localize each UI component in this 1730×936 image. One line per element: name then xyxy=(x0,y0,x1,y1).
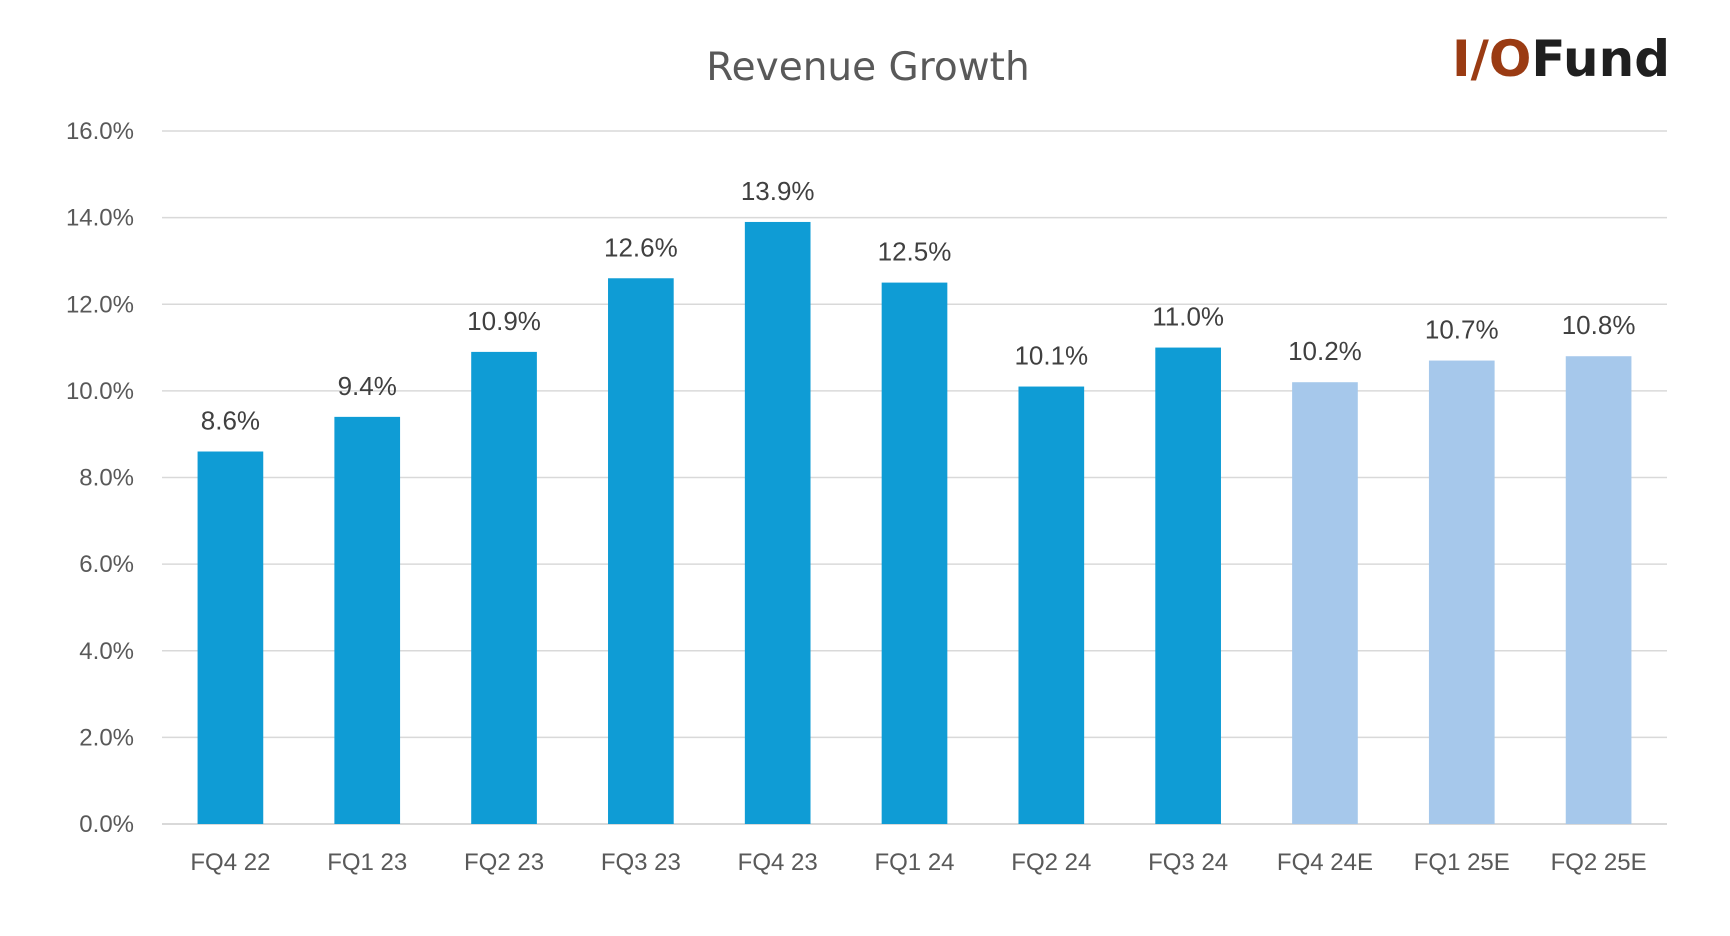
y-tick-label: 16.0% xyxy=(66,118,134,145)
bar xyxy=(608,278,674,824)
data-labels: 8.6% 9.4% 10.9% 12.6% 13.9% 12.5% 10.1% 11.0% 10… xyxy=(201,176,1636,436)
data-label: 10.7% xyxy=(1425,315,1499,345)
bar xyxy=(744,221,811,825)
y-tick-label: 10.0% xyxy=(66,378,134,405)
y-tick-label: 12.0% xyxy=(66,291,134,318)
data-label: 10.9% xyxy=(467,306,541,336)
bar xyxy=(1428,360,1495,824)
y-tick-label: 6.0% xyxy=(79,551,134,578)
data-label: 12.5% xyxy=(878,237,952,267)
io-fund-logo: I/OFund xyxy=(1452,30,1670,88)
data-label: 10.2% xyxy=(1288,336,1362,366)
bar xyxy=(471,351,537,824)
y-tick-label: 0.0% xyxy=(79,811,134,838)
data-label: 9.4% xyxy=(338,371,397,401)
data-label: 12.6% xyxy=(604,232,678,262)
x-axis-ticks: FQ4 22 FQ1 23 FQ2 23 FQ3 23 FQ4 23 FQ1 24 FQ2 … xyxy=(190,849,1646,876)
bar xyxy=(1018,386,1085,824)
x-tick-label: FQ3 23 xyxy=(601,849,681,876)
bars xyxy=(197,221,1632,825)
y-tick-label: 8.0% xyxy=(79,465,134,492)
x-tick-label: FQ3 24 xyxy=(1148,849,1228,876)
x-tick-label: FQ2 25E xyxy=(1551,849,1647,876)
bar xyxy=(1155,347,1221,824)
bar xyxy=(197,451,264,824)
y-tick-label: 14.0% xyxy=(66,205,134,232)
data-label: 10.1% xyxy=(1014,341,1088,371)
x-tick-label: FQ4 22 xyxy=(190,849,270,876)
logo-part-fund: Fund xyxy=(1531,30,1670,88)
bar xyxy=(1292,382,1358,824)
x-tick-label: FQ1 25E xyxy=(1414,849,1510,876)
x-tick-label: FQ2 23 xyxy=(464,849,544,876)
y-axis-ticks: 0.0% 2.0% 4.0% 6.0% 8.0% 10.0% 12.0% 14.0% 16.0% xyxy=(66,118,134,838)
data-label: 10.8% xyxy=(1562,310,1636,340)
x-tick-label: FQ1 24 xyxy=(874,849,954,876)
data-label: 8.6% xyxy=(201,406,260,436)
y-tick-label: 2.0% xyxy=(79,724,134,751)
bar xyxy=(1565,356,1632,824)
x-tick-label: FQ1 23 xyxy=(327,849,407,876)
chart-title: Revenue Growth xyxy=(706,45,1029,90)
data-label: 11.0% xyxy=(1152,302,1224,332)
y-tick-label: 4.0% xyxy=(79,638,134,665)
x-tick-label: FQ4 24E xyxy=(1277,849,1373,876)
bar xyxy=(334,416,401,824)
logo-part-io: I/O xyxy=(1452,30,1531,88)
data-label: 13.9% xyxy=(741,176,815,206)
x-tick-label: FQ4 23 xyxy=(738,849,818,876)
bar xyxy=(881,282,948,824)
x-tick-label: FQ2 24 xyxy=(1011,849,1091,876)
